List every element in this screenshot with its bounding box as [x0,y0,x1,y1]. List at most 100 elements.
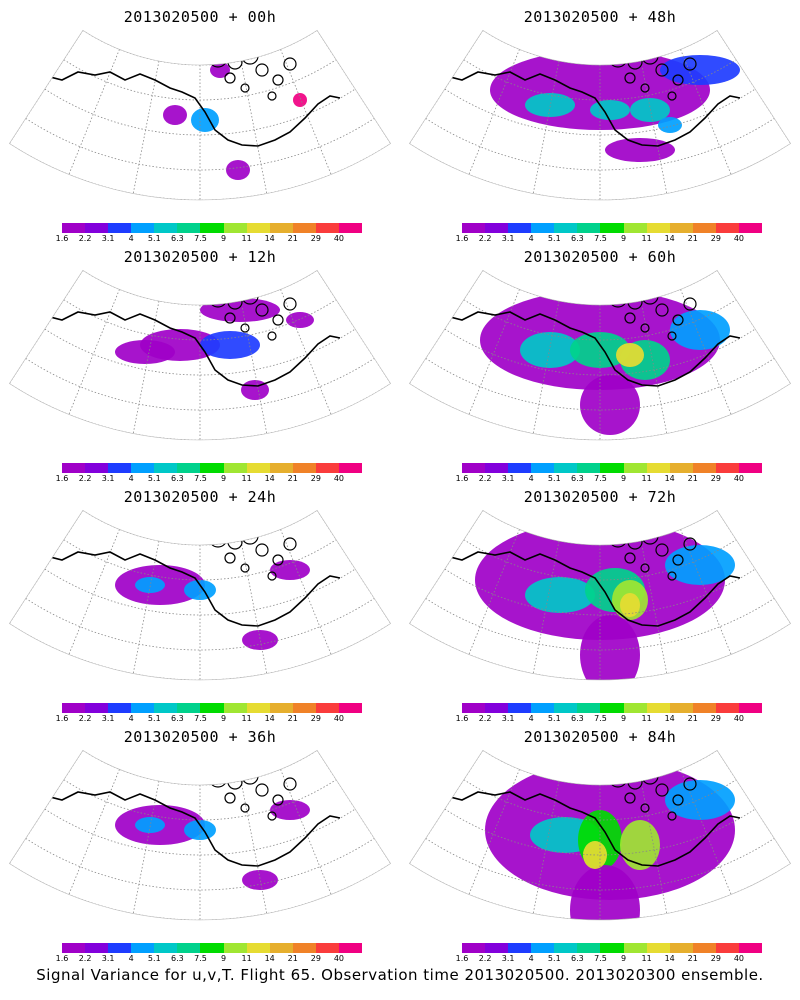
coastline [409,791,741,867]
map-panel: 2013020500 + 72h 1.6 2.2 3.1 4 5.1 6.3 7.5 9 11 14… [400,480,800,723]
colorbar-swatch [338,943,363,953]
island-outline [224,552,236,564]
colorbar-tick-label: 6.3 [171,954,184,963]
colorbar-swatch [600,943,624,953]
latitude-line [444,328,756,376]
colorbar-swatch [200,223,224,233]
colorbar-tick-label: 21 [287,714,298,723]
colorbar-tick-label: 14 [264,234,275,243]
island-outline [667,571,677,581]
colorbar-tick-label: 6.3 [571,714,584,723]
variance-region [286,312,314,328]
colorbar-swatch [62,463,86,473]
variance-region [620,593,640,617]
colorbar-swatch [154,703,178,713]
colorbar-swatch [623,463,647,473]
colorbar-swatch [200,703,224,713]
colorbar-swatch [715,223,739,233]
variance-region [570,332,630,368]
colorbar-tick-label: 4 [528,714,534,723]
variance-region [665,545,735,585]
colorbar-swatch [462,463,486,473]
colorbar-tick-label: 40 [333,954,345,963]
colorbar-swatch [154,463,178,473]
island-outline [267,571,277,581]
map-border [8,269,392,441]
colorbar-tick-label: 1.6 [55,474,69,483]
colorbar-tick-label: 1.6 [55,234,69,243]
colorbar-swatch [531,943,555,953]
colorbar-swatch [577,463,601,473]
colorbar-tick-label: 1.6 [55,954,69,963]
colorbar-tick-label: 1.6 [55,714,69,723]
longitude-line [532,540,560,674]
colorbar-swatch [554,223,578,233]
colorbar-swatch [577,223,601,233]
colorbar-swatch [292,463,316,473]
colorbar-tick-label: 4 [528,954,534,963]
colorbar-tick-label: 3.1 [501,714,515,723]
colorbar-tick-label: 40 [333,474,345,483]
longitude-line [532,780,560,914]
colorbar [462,703,763,713]
longitude-line [240,300,268,434]
latitude-line [82,270,318,306]
island-outline [683,777,697,791]
island-outline [283,777,297,791]
island-outline [640,323,650,333]
colorbar-swatch [131,223,155,233]
polar-map [408,509,792,681]
variance-region [200,331,260,359]
colorbar-tick-label: 2.2 [478,234,492,243]
variance-region [135,577,165,593]
colorbar-tick-label: 11 [241,474,252,483]
colorbar [462,943,763,953]
colorbar-tick-label: 5.1 [147,714,161,723]
longitude-line [280,289,332,415]
colorbar-tick-label: 7.5 [594,954,607,963]
colorbar-tick-label: 4 [528,234,534,243]
island-outline [267,331,277,341]
colorbar-tick-label: 21 [287,954,298,963]
colorbar-swatch [200,943,224,953]
colorbar-tick-label: 4 [528,474,534,483]
colorbar-swatch [108,943,132,953]
latitude-line [82,30,318,66]
colorbar-swatch [315,223,339,233]
colorbar-swatch [669,943,693,953]
colorbar-tick-label: 40 [333,234,345,243]
latitude-line [444,568,756,616]
map-border [408,749,792,921]
polar-map [8,509,392,681]
island-outline [655,783,669,797]
panel-title: 2013020500 + 24h [123,488,277,506]
colorbar-swatch [223,703,247,713]
island-outline [267,811,277,821]
variance-region [163,105,187,125]
longitude-line [132,300,160,434]
variance-region [520,332,580,368]
variance-region [242,870,278,890]
colorbar-swatch [292,943,316,953]
colorbar [462,223,763,233]
longitude-line [68,529,120,655]
longitude-line [280,49,332,175]
longitude-line [532,300,560,434]
longitude-line [68,289,120,415]
latitude-line [25,358,375,411]
colorbar-swatch [508,223,532,233]
colorbar-swatch [462,703,486,713]
colorbar-tick-label: 1.6 [455,474,469,483]
colorbar-tick-label: 29 [710,234,721,243]
colorbar-tick-label: 4 [128,234,134,243]
colorbar-tick-label: 14 [264,714,275,723]
colorbar-tick-label: 9 [220,234,227,243]
colorbar-swatch [646,223,670,233]
colorbar-swatch [485,463,509,473]
colorbar-tick-label: 40 [733,474,745,483]
colorbar-swatch [508,943,532,953]
colorbar-swatch [531,223,555,233]
colorbar-tick-label: 14 [664,234,675,243]
colorbar-swatch [108,463,132,473]
island-outline [272,794,284,806]
